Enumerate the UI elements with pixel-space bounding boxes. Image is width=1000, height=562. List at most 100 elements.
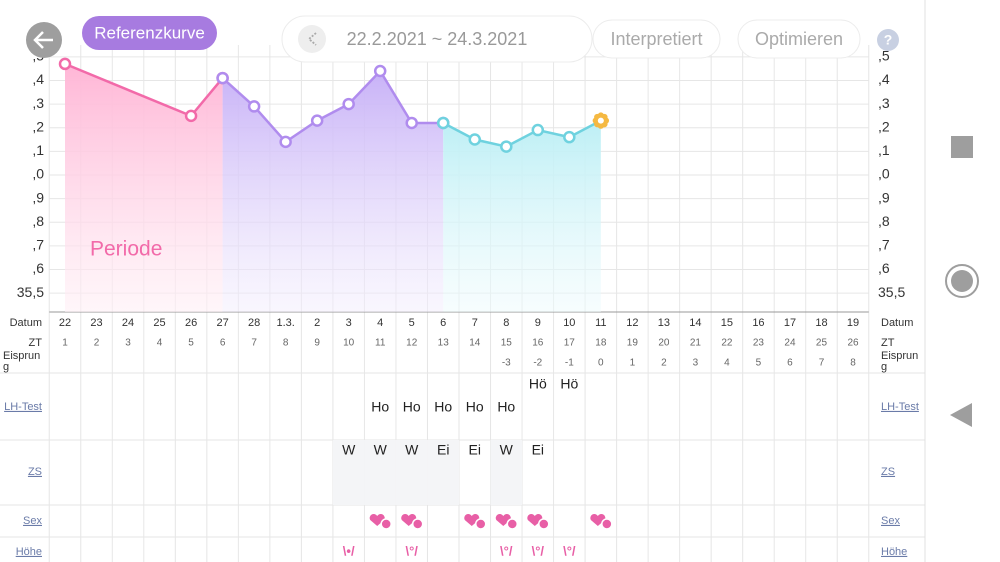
- check: [601, 518, 613, 530]
- cm-value: W: [342, 442, 356, 458]
- date-label: 1.3.: [276, 317, 294, 329]
- temperature-point: [184, 109, 198, 123]
- back-arrow: [33, 31, 53, 49]
- temperature-point: [279, 135, 292, 149]
- y-tick-label-right: ,6: [878, 260, 890, 276]
- date-label: 17: [784, 317, 796, 329]
- sex-icon: [495, 513, 519, 530]
- ovulation-day: -1: [565, 358, 574, 369]
- cycle-day: 11: [375, 338, 386, 349]
- temperature-point: [310, 114, 324, 127]
- ovulation-day: 7: [819, 358, 825, 369]
- date-label: 6: [440, 317, 446, 329]
- heart: [401, 513, 417, 526]
- cycle-day: 13: [438, 338, 450, 349]
- date-label: 23: [90, 317, 102, 329]
- date-label: 18: [815, 317, 827, 329]
- cycle-day: 1: [62, 338, 68, 349]
- temperature-point: [342, 97, 355, 111]
- date-label: 13: [658, 317, 670, 329]
- date-label: 22: [59, 317, 71, 329]
- lh-upper: Hö: [560, 376, 578, 392]
- ovulation-day: 6: [787, 358, 793, 369]
- sex-icon: [590, 513, 613, 530]
- date-label: 27: [216, 317, 228, 329]
- row-label-right: LH-Test: [881, 401, 919, 413]
- cm-value: W: [500, 442, 514, 458]
- help-button[interactable]: [877, 29, 899, 51]
- height-value: \°/: [406, 543, 419, 558]
- home-button[interactable]: [951, 270, 973, 292]
- phase-area: [65, 63, 223, 313]
- reference-label: Referenzkurve: [94, 23, 205, 42]
- date-label: 10: [563, 317, 575, 329]
- cycle-day: 10: [343, 338, 355, 349]
- phase-area: [222, 70, 444, 312]
- flower-center: [597, 117, 604, 124]
- home-ring[interactable]: [945, 264, 979, 298]
- row-label: Höhe: [16, 546, 42, 558]
- date-label: 8: [503, 317, 509, 329]
- ovulation-day: 8: [850, 358, 856, 369]
- ovulation-day: -3: [502, 358, 511, 369]
- y-tick-label-right: ,8: [878, 213, 890, 229]
- y-tick-label: ,2: [32, 118, 44, 134]
- y-tick-label-right: ,0: [878, 166, 890, 182]
- row-label-right: Datum: [881, 317, 913, 329]
- cycle-day: 22: [721, 338, 733, 349]
- height-value: \°/: [563, 543, 576, 558]
- ovulation-label-box: Eisprung: [3, 351, 40, 373]
- date-label: 15: [721, 317, 733, 329]
- height-value: \°/: [500, 543, 513, 558]
- cycle-day: 21: [690, 338, 702, 349]
- cm-value: Ei: [437, 442, 449, 458]
- heart: [464, 513, 480, 526]
- date-range: 22.2.2021 ~ 24.3.2021: [347, 29, 528, 49]
- ovulation-day: 4: [724, 358, 730, 369]
- cm-shade: [427, 440, 459, 505]
- cycle-day: 19: [627, 338, 639, 349]
- interpret-button[interactable]: [592, 19, 721, 59]
- reference-button[interactable]: [82, 16, 217, 50]
- temperature-point: [373, 64, 387, 78]
- y-tick-label-right: ,5: [878, 48, 890, 64]
- date-label: 28: [248, 317, 260, 329]
- date-label: 2: [314, 317, 320, 329]
- temperature-point: [405, 116, 418, 130]
- row-label-right: Höhe: [881, 546, 907, 558]
- date-label: 24: [122, 317, 134, 329]
- heart: [369, 513, 385, 526]
- cycle-day: 26: [847, 338, 859, 349]
- date-range-box[interactable]: [281, 15, 593, 63]
- date-label: 5: [409, 317, 415, 329]
- nav-bar: [924, 0, 1000, 562]
- back-nav-button[interactable]: [950, 403, 972, 427]
- cm-shade: [332, 440, 365, 505]
- row-label: LH-Test: [4, 401, 42, 413]
- sex-icon: [464, 513, 487, 530]
- phase-line: [221, 68, 444, 144]
- row-label: Eisprung: [881, 351, 919, 373]
- check: [538, 518, 550, 530]
- cycle-day: 16: [532, 338, 544, 349]
- y-tick-label-right: ,7: [878, 237, 890, 253]
- phase-fills: [65, 63, 601, 313]
- sex-icon: [401, 513, 424, 530]
- heart: [527, 513, 543, 526]
- recents-button[interactable]: [951, 136, 973, 158]
- y-tick-label-right: 35,5: [878, 284, 905, 300]
- optimize-button[interactable]: [737, 19, 861, 59]
- date-icon[interactable]: [298, 25, 326, 53]
- cycle-day: 9: [314, 338, 320, 349]
- lh-value: Ho: [466, 399, 484, 415]
- row-label-right: ZT: [881, 337, 895, 349]
- ovulation-label-box: Eisprung: [881, 351, 919, 373]
- row-label-right: Sex: [881, 515, 900, 527]
- row-label-right: ZS: [881, 466, 895, 478]
- ovulation-day: -2: [533, 358, 542, 369]
- y-tick-label-right: ,3: [878, 95, 890, 111]
- cm-value: Ei: [532, 442, 544, 458]
- height-value: \°/: [532, 543, 545, 558]
- sex-icon: [369, 513, 392, 530]
